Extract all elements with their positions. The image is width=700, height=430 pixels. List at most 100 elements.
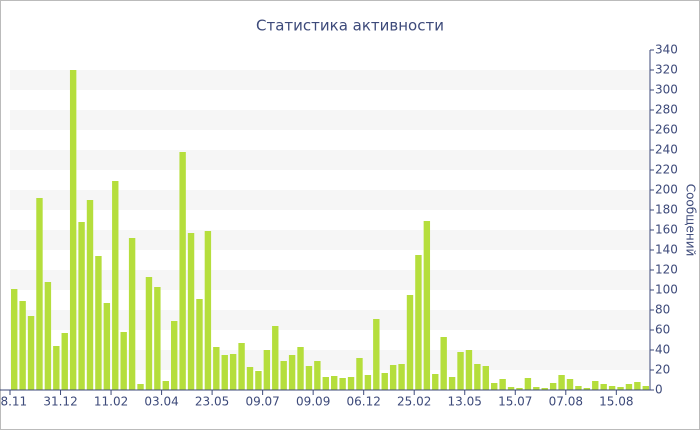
bar	[238, 343, 245, 390]
bar	[331, 376, 338, 390]
bar	[482, 366, 489, 390]
grid-band	[10, 150, 650, 170]
bar	[154, 287, 161, 390]
bar	[432, 374, 439, 390]
x-tick-label: 13.05	[448, 395, 482, 409]
bar	[36, 198, 43, 390]
chart-title: Статистика активности	[256, 17, 444, 35]
bar	[314, 361, 321, 390]
bar	[533, 387, 540, 390]
bar	[78, 222, 85, 390]
bar	[229, 354, 237, 390]
bar	[297, 347, 304, 390]
y-axis-label: Сообщений	[684, 184, 698, 257]
bar	[162, 381, 169, 390]
bar	[549, 383, 557, 390]
x-tick-label: 07.08	[549, 395, 583, 409]
bar	[255, 371, 262, 390]
bar	[128, 238, 136, 390]
y-tick-label: 120	[655, 263, 678, 277]
bar	[204, 231, 212, 390]
x-tick-label: 31.12	[43, 395, 77, 409]
y-tick-label: 60	[655, 323, 670, 337]
y-tick-label: 320	[655, 63, 678, 77]
bar	[625, 384, 633, 390]
x-tick-label: 18.11	[0, 395, 27, 409]
bar	[272, 326, 279, 390]
bar	[415, 255, 422, 390]
bar	[263, 350, 271, 390]
bar	[44, 282, 52, 390]
bar	[389, 365, 397, 390]
bar	[339, 378, 346, 390]
bar	[491, 383, 498, 390]
bar	[221, 355, 228, 390]
bar	[566, 379, 574, 390]
y-tick-label: 260	[655, 123, 678, 137]
bar	[86, 200, 94, 390]
y-tick-label: 340	[655, 43, 678, 57]
x-tick-label: 06.12	[347, 395, 381, 409]
y-tick-label: 140	[655, 243, 678, 257]
x-tick-label: 03.04	[144, 395, 178, 409]
bar	[171, 321, 178, 390]
bar	[120, 332, 127, 390]
bar	[634, 382, 641, 390]
x-tick-label: 23.05	[195, 395, 229, 409]
y-tick-label: 0	[655, 383, 663, 397]
bar	[112, 181, 119, 390]
y-tick-label: 240	[655, 143, 678, 157]
bar	[187, 233, 195, 390]
bar	[53, 346, 60, 390]
bar	[196, 299, 203, 390]
bar	[474, 364, 481, 390]
bar	[288, 355, 296, 390]
y-tick-label: 300	[655, 83, 678, 97]
x-tick-label: 11.02	[94, 395, 128, 409]
bar	[465, 350, 473, 390]
bar	[27, 316, 35, 390]
x-tick-label: 15.08	[599, 395, 633, 409]
bar	[246, 367, 254, 390]
x-tick-label: 09.09	[296, 395, 330, 409]
y-tick-label: 20	[655, 363, 670, 377]
bar	[516, 388, 523, 390]
bar	[575, 386, 582, 390]
y-tick-label: 280	[655, 103, 678, 117]
bar	[280, 361, 287, 390]
bar	[524, 378, 532, 390]
bar	[103, 303, 111, 390]
bar	[642, 386, 649, 390]
grid-band	[10, 350, 650, 370]
bar	[145, 277, 153, 390]
bar	[457, 352, 464, 390]
bar	[448, 377, 456, 390]
bar	[61, 333, 68, 390]
bar	[95, 256, 102, 390]
y-tick-label: 80	[655, 303, 670, 317]
y-tick-label: 100	[655, 283, 678, 297]
bar	[507, 387, 515, 390]
bar	[499, 379, 506, 390]
bar	[213, 347, 220, 390]
bar	[592, 381, 599, 390]
bar	[423, 221, 431, 390]
y-tick-label: 220	[655, 163, 678, 177]
bar	[583, 388, 591, 390]
y-tick-label: 160	[655, 223, 678, 237]
bar	[305, 366, 313, 390]
bar	[11, 289, 18, 390]
bar	[19, 301, 26, 390]
bar	[179, 152, 186, 390]
x-tick-label: 15.07	[498, 395, 532, 409]
bar	[558, 375, 565, 390]
grid-band	[10, 310, 650, 330]
bar	[600, 384, 607, 390]
bar	[398, 364, 405, 390]
bar	[347, 377, 355, 390]
bar	[373, 319, 380, 390]
bar	[69, 70, 77, 390]
bar	[137, 384, 144, 390]
bar	[364, 375, 372, 390]
